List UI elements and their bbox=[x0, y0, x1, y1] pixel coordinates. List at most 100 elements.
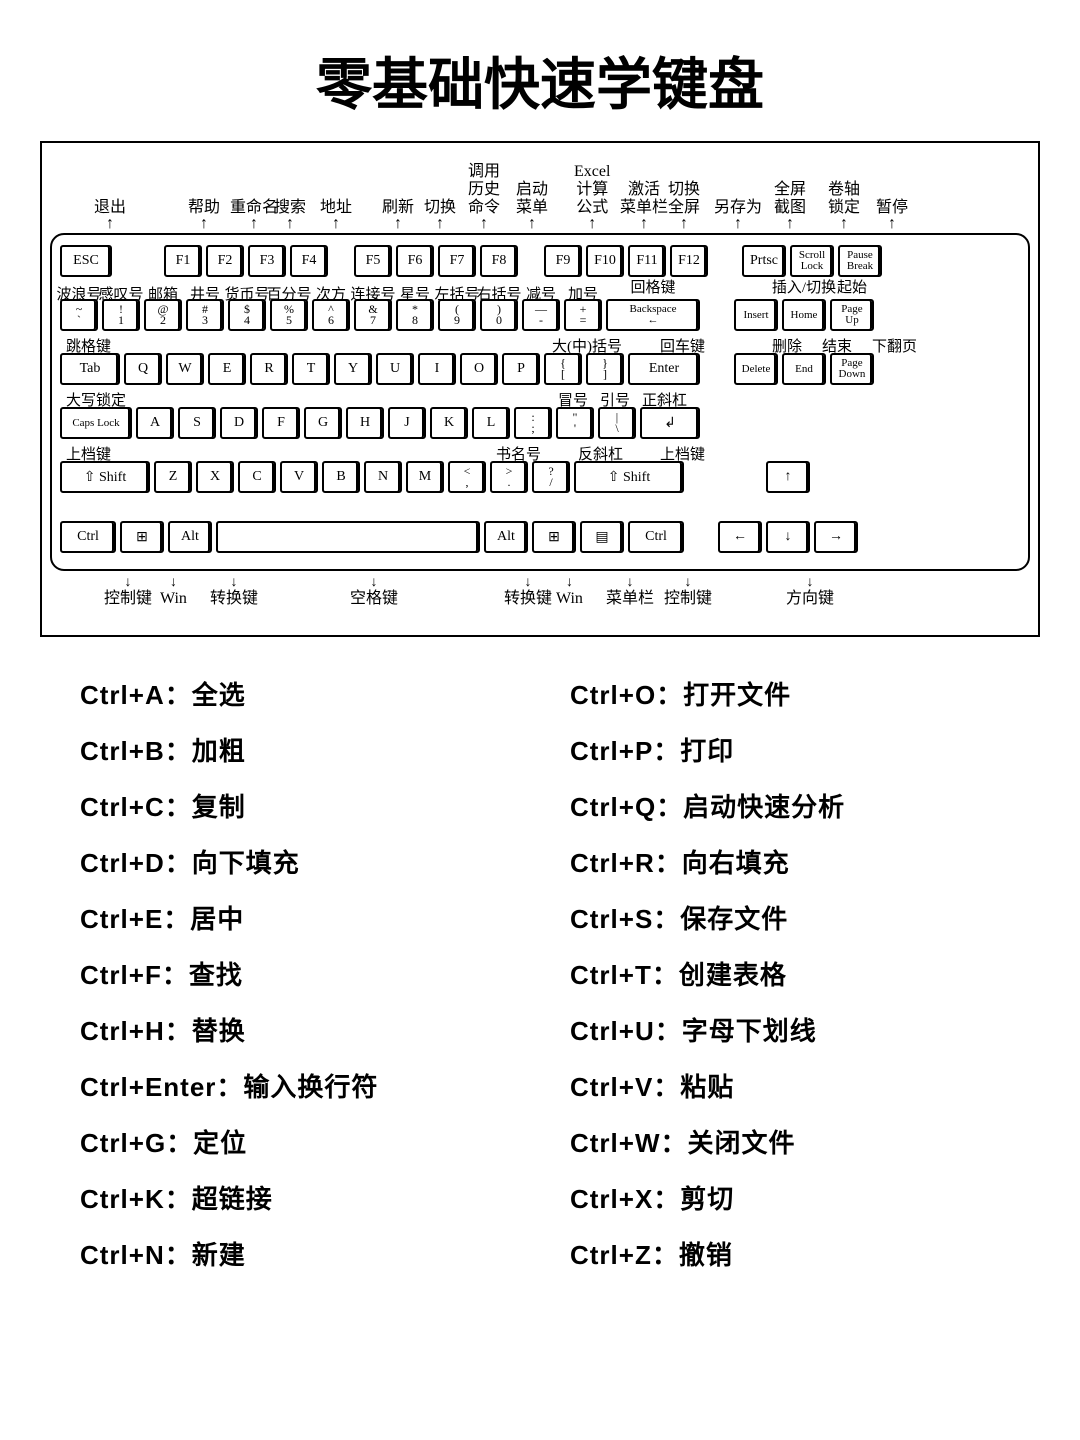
shortcut-item: Ctrl+D：向下填充 bbox=[80, 835, 530, 891]
key: ?/ bbox=[532, 461, 570, 493]
key: PageUp起始 bbox=[830, 299, 874, 331]
fn-annotation: 帮助↑ bbox=[188, 199, 220, 231]
shortcut-item: Ctrl+Enter：输入换行符 bbox=[80, 1059, 530, 1115]
key: O bbox=[460, 353, 498, 385]
key: F2 bbox=[206, 245, 244, 277]
key: N bbox=[364, 461, 402, 493]
fn-annotation: 另存为↑ bbox=[714, 199, 762, 231]
bottom-annotation: ↓控制键 bbox=[104, 575, 152, 607]
key: F8 bbox=[480, 245, 518, 277]
key: {[ bbox=[544, 353, 582, 385]
key: ^6次方 bbox=[312, 299, 350, 331]
key: "' bbox=[556, 407, 594, 439]
shortcut-item: Ctrl+K：超链接 bbox=[80, 1171, 530, 1227]
bottom-annotation: ↓Win bbox=[160, 575, 187, 607]
key: R bbox=[250, 353, 288, 385]
bottom-annotation: ↓转换键 bbox=[504, 575, 552, 607]
key: B bbox=[322, 461, 360, 493]
key: %5百分号 bbox=[270, 299, 308, 331]
shortcut-item: Ctrl+G：定位 bbox=[80, 1115, 530, 1171]
row-zxcv: ⇧ ShiftZXCVBNM<,>.?/⇧ Shift↑上档键书名号反斜杠上档键 bbox=[60, 461, 1020, 493]
key: F1 bbox=[164, 245, 202, 277]
key: F9 bbox=[544, 245, 582, 277]
fn-annotation: 切换↑ bbox=[424, 199, 456, 231]
key: PauseBreak bbox=[838, 245, 882, 277]
key: F10 bbox=[586, 245, 624, 277]
keyboard-body: ESCF1F2F3F4F5F6F7F8F9F10F11F12PrtscScrol… bbox=[50, 233, 1030, 571]
key: Prtsc bbox=[742, 245, 786, 277]
key: I bbox=[418, 353, 456, 385]
shortcut-item: Ctrl+V：粘贴 bbox=[570, 1059, 1020, 1115]
key: F12 bbox=[670, 245, 708, 277]
key: $4货币号 bbox=[228, 299, 266, 331]
key: M bbox=[406, 461, 444, 493]
fn-annotation: 退出↑ bbox=[94, 199, 126, 231]
shortcut-item: Ctrl+E：居中 bbox=[80, 891, 530, 947]
key: Z bbox=[154, 461, 192, 493]
fn-annotation: 刷新↑ bbox=[382, 199, 414, 231]
key: ⊞ bbox=[120, 521, 164, 553]
bottom-annotation: ↓Win bbox=[556, 575, 583, 607]
shortcut-item: Ctrl+S：保存文件 bbox=[570, 891, 1020, 947]
key: P bbox=[502, 353, 540, 385]
key: ⊞ bbox=[532, 521, 576, 553]
key: @2邮箱 bbox=[144, 299, 182, 331]
key: Q bbox=[124, 353, 162, 385]
key: ScrollLock bbox=[790, 245, 834, 277]
key: End bbox=[782, 353, 826, 385]
shortcut-item: Ctrl+A：全选 bbox=[80, 667, 530, 723]
fn-annotation: 搜索↑ bbox=[274, 199, 306, 231]
key: :; bbox=[514, 407, 552, 439]
shortcut-item: Ctrl+H：替换 bbox=[80, 1003, 530, 1059]
key: (9左括号 bbox=[438, 299, 476, 331]
row-numbers: ~`波浪号!1感叹号@2邮箱#3井号$4货币号%5百分号^6次方&7连接号*8星… bbox=[60, 299, 1020, 331]
fn-annotation: 激活菜单栏↑ bbox=[620, 181, 668, 231]
key: E bbox=[208, 353, 246, 385]
key: }] bbox=[586, 353, 624, 385]
fn-annotation: 调用历史命令↑ bbox=[468, 163, 500, 231]
shortcut-item: Ctrl+X：剪切 bbox=[570, 1171, 1020, 1227]
shortcut-item: Ctrl+W：关闭文件 bbox=[570, 1115, 1020, 1171]
key: +=加号 bbox=[564, 299, 602, 331]
key: &7连接号 bbox=[354, 299, 392, 331]
bottom-annotation: ↓控制键 bbox=[664, 575, 712, 607]
shortcut-item: Ctrl+R：向右填充 bbox=[570, 835, 1020, 891]
key: Home插入/切换 bbox=[782, 299, 826, 331]
shortcut-item: Ctrl+Q：启动快速分析 bbox=[570, 779, 1020, 835]
key: F4 bbox=[290, 245, 328, 277]
key: ESC bbox=[60, 245, 112, 277]
key: ⇧ Shift bbox=[60, 461, 150, 493]
key: Caps Lock bbox=[60, 407, 132, 439]
key: L bbox=[472, 407, 510, 439]
key: ↲ bbox=[640, 407, 700, 439]
shortcuts-column-right: Ctrl+O：打开文件Ctrl+P：打印Ctrl+Q：启动快速分析Ctrl+R：… bbox=[570, 667, 1020, 1283]
key: Y bbox=[334, 353, 372, 385]
key: ← bbox=[718, 521, 762, 553]
key: PageDown bbox=[830, 353, 874, 385]
key: F11 bbox=[628, 245, 666, 277]
key: ↓ bbox=[766, 521, 810, 553]
bottom-annotations: ↓控制键↓Win↓转换键↓空格键↓转换键↓Win↓菜单栏↓控制键↓方向键 bbox=[50, 575, 1030, 615]
key: ↑ bbox=[766, 461, 810, 493]
key: Ctrl bbox=[628, 521, 684, 553]
keyboard-outer-frame: 退出↑帮助↑重命名↑搜索↑地址↑刷新↑切换↑调用历史命令↑启动菜单↑Excel计… bbox=[40, 141, 1040, 637]
key: C bbox=[238, 461, 276, 493]
key: Backspace←回格键 bbox=[606, 299, 700, 331]
key: T bbox=[292, 353, 330, 385]
key: Delete bbox=[734, 353, 778, 385]
key: |\ bbox=[598, 407, 636, 439]
key: A bbox=[136, 407, 174, 439]
fn-annotation: Excel计算公式↑ bbox=[574, 163, 610, 231]
shortcut-item: Ctrl+U：字母下划线 bbox=[570, 1003, 1020, 1059]
key: ⇧ Shift bbox=[574, 461, 684, 493]
key: F bbox=[262, 407, 300, 439]
fn-annotation: 卷轴锁定↑ bbox=[828, 181, 860, 231]
key: F5 bbox=[354, 245, 392, 277]
shortcut-item: Ctrl+C：复制 bbox=[80, 779, 530, 835]
shortcut-item: Ctrl+F：查找 bbox=[80, 947, 530, 1003]
key: V bbox=[280, 461, 318, 493]
key: X bbox=[196, 461, 234, 493]
key: *8星号 bbox=[396, 299, 434, 331]
key: H bbox=[346, 407, 384, 439]
key: K bbox=[430, 407, 468, 439]
